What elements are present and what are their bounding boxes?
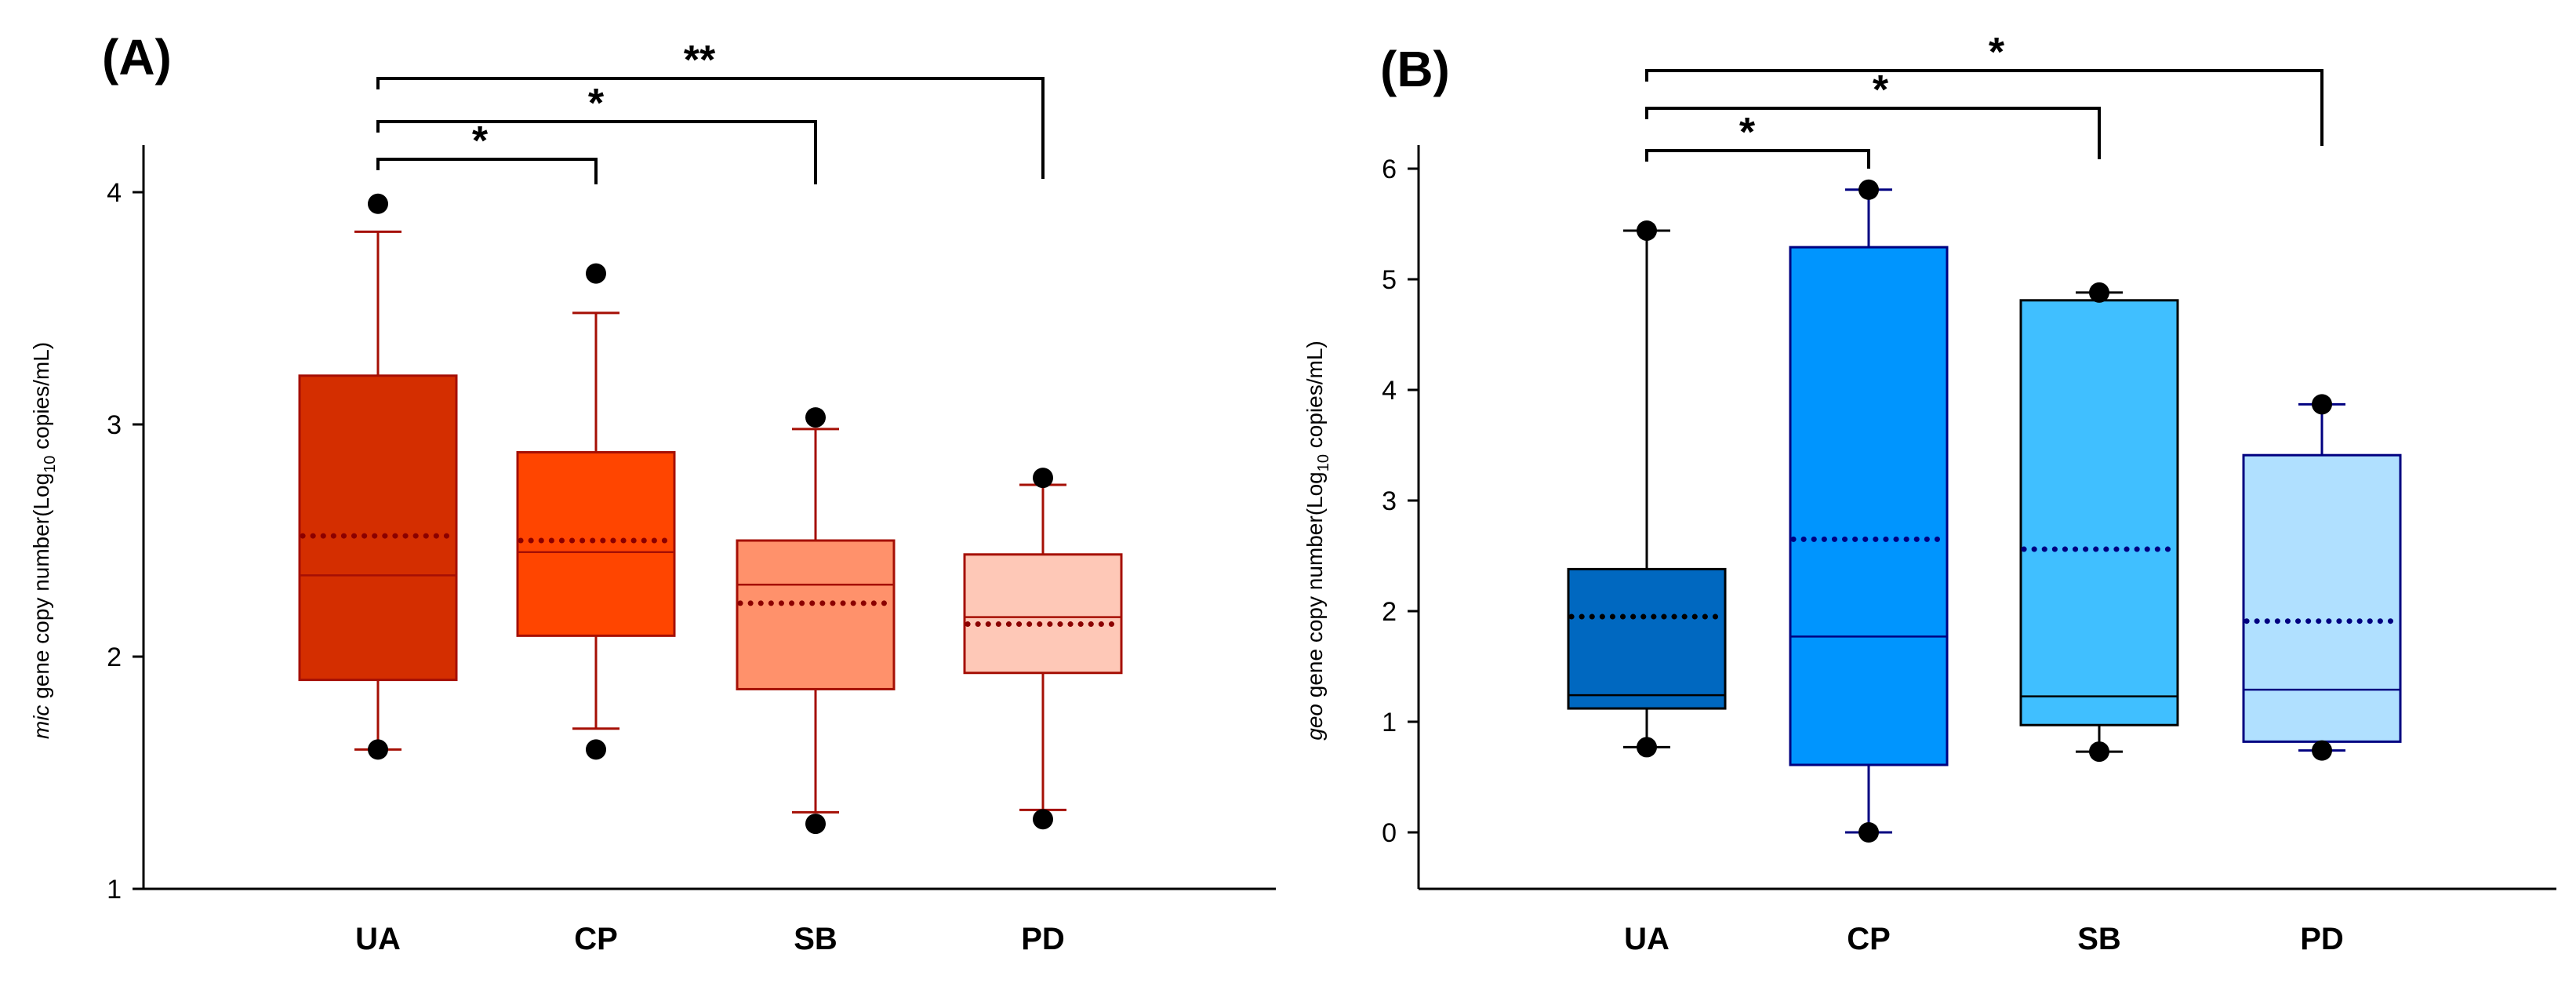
significance-label: * xyxy=(1739,110,1756,155)
box-sb xyxy=(736,407,896,835)
y-tick-label: 1 xyxy=(107,875,122,905)
box-body xyxy=(516,451,676,637)
box-pd xyxy=(2242,394,2402,761)
box-body xyxy=(963,553,1123,675)
category-label: UA xyxy=(1624,922,1669,956)
y-axis-label-gene: mic xyxy=(29,705,53,740)
bracket-line xyxy=(376,158,598,184)
category-label: SB xyxy=(2077,922,2121,956)
outlier-point xyxy=(2312,394,2332,415)
box-cp xyxy=(1789,179,1949,843)
box-body xyxy=(1567,567,1727,710)
bracket-line xyxy=(1645,149,1870,169)
y-axis-label-subscript: 10 xyxy=(42,456,59,473)
bracket-line xyxy=(1645,69,2323,146)
significance-bracket: * xyxy=(1645,30,2323,146)
panel-a: (A) 1 2 3 4 mic gene copy number(Log10 copies… xyxy=(29,29,1276,956)
box-ua xyxy=(1567,220,1727,758)
significance-bracket: * xyxy=(1645,110,1870,169)
y-axis-label-text: gene copy number(Log xyxy=(1303,471,1327,704)
y-tick-label: 3 xyxy=(1382,486,1397,516)
category-label: UA xyxy=(355,922,401,956)
y-tick-label: 5 xyxy=(1382,265,1397,295)
panel-label: (A) xyxy=(102,29,172,86)
y-axis-label-subscript: 10 xyxy=(1315,454,1332,471)
y-tick-label: 1 xyxy=(1382,708,1397,737)
outlier-point xyxy=(368,739,388,760)
significance-label: * xyxy=(1873,67,1889,113)
outlier-point xyxy=(368,193,388,214)
y-axis-label-suffix: copies/mL) xyxy=(29,342,53,456)
significance-label: * xyxy=(472,118,489,164)
significance-bracket: * xyxy=(376,118,598,184)
outlier-point xyxy=(586,263,606,284)
box-body xyxy=(2019,299,2179,726)
significance-label: * xyxy=(1989,30,2005,75)
y-tick-label: 4 xyxy=(1382,376,1397,406)
bracket-line xyxy=(1645,107,2101,159)
box-body xyxy=(736,539,896,690)
box-body xyxy=(1789,246,1949,766)
significance-bracket: * xyxy=(376,81,817,184)
box-ua xyxy=(298,193,458,760)
y-axis-label-suffix: copies/mL) xyxy=(1303,340,1327,454)
outlier-point xyxy=(1637,737,1657,758)
y-axis-label-gene: geo xyxy=(1303,704,1327,741)
y-tick-label: 0 xyxy=(1382,818,1397,848)
outlier-point xyxy=(1637,220,1657,241)
outlier-point xyxy=(1858,179,1879,200)
outlier-point xyxy=(805,814,826,835)
outlier-point xyxy=(586,739,606,760)
box-pd xyxy=(963,468,1123,830)
category-label: CP xyxy=(1847,922,1891,956)
significance-bracket: * xyxy=(1645,67,2101,159)
category-label: SB xyxy=(794,922,837,956)
y-tick-label: 2 xyxy=(1382,597,1397,627)
outlier-point xyxy=(2089,741,2109,763)
box-sb xyxy=(2019,282,2179,763)
outlier-point xyxy=(1033,809,1053,830)
y-tick-label: 2 xyxy=(107,643,122,672)
significance-label: * xyxy=(588,81,605,126)
box-cp xyxy=(516,263,676,760)
panel-label: (B) xyxy=(1380,41,1450,97)
category-label: CP xyxy=(574,922,618,956)
outlier-point xyxy=(2089,282,2109,303)
box-body xyxy=(298,374,458,682)
bracket-line xyxy=(376,120,817,184)
bracket-line xyxy=(376,77,1045,179)
y-tick-label: 6 xyxy=(1382,155,1397,184)
box-body xyxy=(2242,453,2402,743)
outlier-point xyxy=(2312,740,2332,761)
significance-bracket: ** xyxy=(376,38,1045,179)
category-label: PD xyxy=(1021,922,1065,956)
category-label: PD xyxy=(2300,922,2344,956)
y-axis-label: geo gene copy number(Log10 copies/mL) xyxy=(1303,340,1332,740)
significance-label: ** xyxy=(684,38,716,83)
y-tick-label: 4 xyxy=(107,178,122,208)
outlier-point xyxy=(1033,468,1053,489)
outlier-point xyxy=(1858,822,1879,843)
y-tick-label: 3 xyxy=(107,410,122,440)
y-axis-label: mic gene copy number(Log10 copies/mL) xyxy=(29,342,59,739)
panel-b: (B) 0 1 2 3 4 5 6 geo gene copy number(Log10 cop… xyxy=(1303,30,2556,956)
y-axis-label-text: gene copy number(Log xyxy=(29,473,53,705)
outlier-point xyxy=(805,407,826,428)
